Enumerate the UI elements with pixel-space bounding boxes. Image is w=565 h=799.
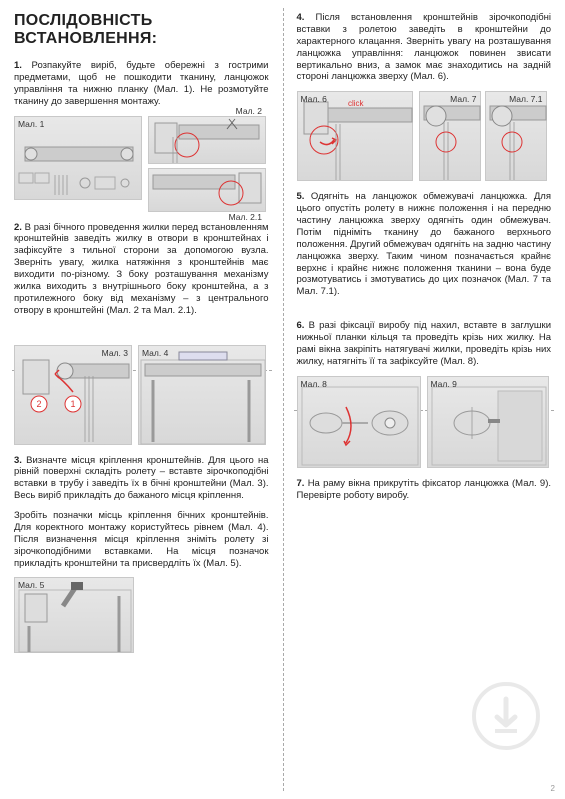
figure-7: Мал. 7 [419, 91, 481, 181]
figure-1-svg [15, 117, 143, 201]
figure-6-label: Мал. 6 [301, 94, 327, 104]
figure-4: Мал. 4 [138, 345, 266, 445]
figure-8-svg [298, 377, 422, 469]
figure-4-svg [139, 346, 267, 446]
figure-row-1: Мал. 1 Мал. 2 [14, 116, 269, 212]
step-3-text-a: 3. Визначте місця кріплення кронштейнів.… [14, 455, 269, 503]
figure-7-1-svg [486, 92, 548, 182]
figure-5-label: Мал. 5 [18, 580, 44, 590]
figure-9-label: Мал. 9 [431, 379, 457, 389]
right-column: 4. Після встановлення кронштейнів зірочк… [283, 0, 565, 799]
figure-7-1: Мал. 7.1 [485, 91, 547, 181]
figure-3-svg: 2 1 [15, 346, 133, 446]
figure-5: Мал. 5 [14, 577, 134, 653]
step-1-text: 1. Розпакуйте виріб, будьте обережні з г… [14, 60, 269, 108]
page-number: 2 [551, 784, 555, 793]
figure-7-svg [420, 92, 482, 182]
svg-text:2: 2 [36, 399, 41, 409]
figure-8: Мал. 8 [297, 376, 421, 468]
figure-3-label: Мал. 3 [102, 348, 128, 358]
figure-6-svg: click [298, 92, 414, 182]
figure-row-3: Мал. 5 [14, 577, 269, 653]
svg-text:1: 1 [70, 399, 75, 409]
step-2-text: 2. В разі бічного проведення жилки перед… [14, 222, 269, 317]
step-3-text-b: Зробіть позначки місць кріплення бічних … [14, 510, 269, 569]
figure-8-label: Мал. 8 [301, 379, 327, 389]
page-title: ПОСЛІДОВНІСТЬ ВСТАНОВЛЕННЯ: [14, 12, 269, 48]
figure-row-4: Мал. 6 click Мал. 7 [297, 91, 552, 181]
figure-row-2: Мал. 3 2 1 Мал. 4 [14, 345, 269, 445]
figure-9-svg [428, 377, 550, 469]
figure-9: Мал. 9 [427, 376, 549, 468]
figure-2-svg [149, 117, 267, 165]
figure-7-label: Мал. 7 [450, 94, 476, 104]
left-column: ПОСЛІДОВНІСТЬ ВСТАНОВЛЕННЯ: 1. Розпакуйт… [0, 0, 283, 799]
figure-7-1-label: Мал. 7.1 [509, 94, 542, 104]
figure-1: Мал. 1 [14, 116, 142, 200]
figure-6: Мал. 6 click [297, 91, 413, 181]
figure-2-group: Мал. 2 Мал. 2.1 [148, 116, 266, 212]
figure-2-1-label: Мал. 2.1 [229, 212, 262, 222]
figure-2-1: Мал. 2.1 [148, 168, 266, 212]
figure-7-group: Мал. 7 Мал. 7.1 [419, 91, 547, 181]
figure-1-label: Мал. 1 [18, 119, 44, 129]
step-5-text: 5. Одягніть на ланцюжок обмежувачі ланцю… [297, 191, 552, 298]
step-6-text: 6. В разі фіксації виробу під нахил, вст… [297, 320, 552, 368]
click-label: click [348, 99, 365, 108]
step-7-text: 7. На раму вікна прикрутіть фіксатор лан… [297, 478, 552, 502]
figure-2-1-svg [149, 169, 267, 213]
figure-3: Мал. 3 2 1 [14, 345, 132, 445]
figure-4-label: Мал. 4 [142, 348, 168, 358]
figure-2-label: Мал. 2 [236, 106, 262, 116]
figure-2: Мал. 2 [148, 116, 266, 164]
step-4-text: 4. Після встановлення кронштейнів зірочк… [297, 12, 552, 83]
figure-row-5: Мал. 8 Мал. 9 [297, 376, 552, 468]
page: ПОСЛІДОВНІСТЬ ВСТАНОВЛЕННЯ: 1. Розпакуйт… [0, 0, 565, 799]
